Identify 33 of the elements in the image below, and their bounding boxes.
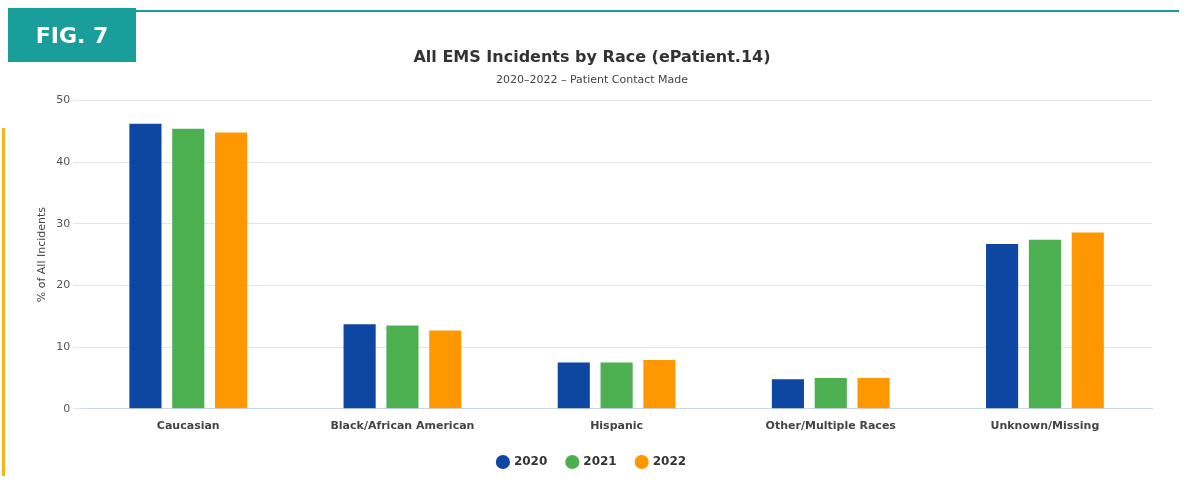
y-tick-label: 0 <box>63 401 71 415</box>
caption: FIG. 7 <box>8 8 136 62</box>
y-tick-label: 20 <box>56 278 71 292</box>
bar <box>557 362 590 409</box>
x-tick-label: Other/Multiple Races <box>765 419 897 433</box>
bar <box>172 128 205 409</box>
bar <box>643 360 676 409</box>
bar <box>343 324 376 409</box>
legend-label: 2021 <box>583 454 617 469</box>
x-tick-label: Black/African American <box>330 419 475 433</box>
chart-subtitle: 2020–2022 – Patient Contact Made <box>495 72 689 86</box>
bar <box>386 325 419 409</box>
bar <box>771 379 804 409</box>
y-tick-label: 40 <box>56 154 71 168</box>
bar <box>600 362 633 409</box>
y-tick-label: 10 <box>56 339 71 353</box>
bar <box>857 377 890 409</box>
bar <box>129 123 162 409</box>
bar <box>429 330 462 409</box>
y-axis-title: % of All Incidents <box>35 206 49 303</box>
y-tick-label: 50 <box>56 93 71 107</box>
legend-label: 2022 <box>652 454 687 469</box>
legend-label: 2020 <box>513 454 548 469</box>
y-tick-label: 30 <box>56 216 71 230</box>
bar <box>986 244 1019 409</box>
chart-title: All EMS Incidents by Race (ePatient.14) <box>413 46 771 66</box>
x-tick-label: Unknown/Missing <box>990 419 1100 433</box>
x-tick-label: Caucasian <box>156 419 220 433</box>
x-tick-label: Hispanic <box>590 419 644 433</box>
bar <box>1071 232 1104 409</box>
bar <box>215 132 248 409</box>
bar <box>1028 239 1061 409</box>
bar <box>814 377 847 409</box>
